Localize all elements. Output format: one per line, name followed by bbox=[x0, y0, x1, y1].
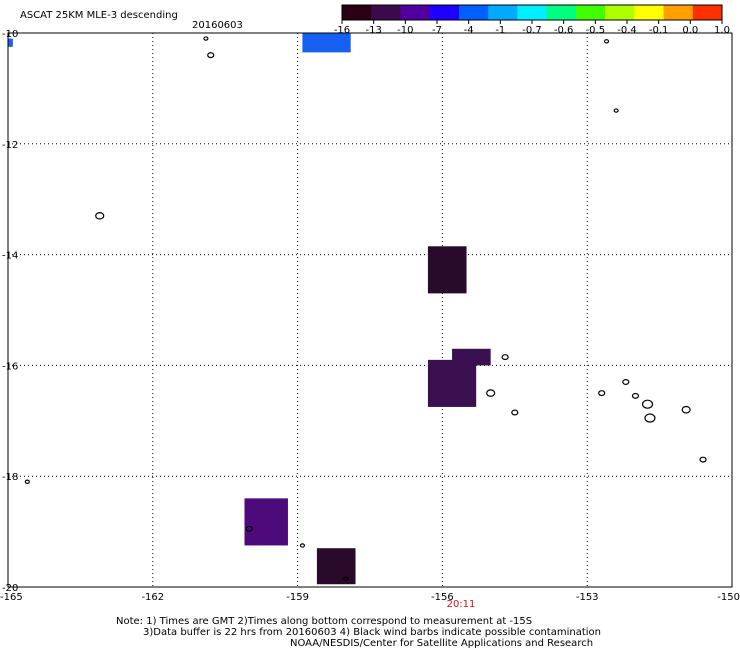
colorbar-tick-label: -0.1 bbox=[649, 25, 669, 36]
mle-cell bbox=[302, 33, 351, 53]
lon-tick-label: -162 bbox=[141, 592, 164, 603]
lat-tick-label: -18 bbox=[2, 472, 18, 483]
colorbar-segment bbox=[575, 5, 606, 20]
note-line-2: 3)Data buffer is 22 hrs from 20160603 4)… bbox=[143, 627, 601, 638]
island-outline bbox=[95, 212, 105, 220]
lon-tick-label: -159 bbox=[286, 592, 309, 603]
colorbar-tick-label: 0.0 bbox=[682, 25, 698, 36]
colorbar-tick-label: -13 bbox=[365, 25, 381, 36]
island-outline bbox=[631, 392, 640, 399]
colorbar-segment bbox=[634, 5, 665, 20]
mle-cell bbox=[427, 359, 477, 407]
colorbar-tick-label: -16 bbox=[334, 25, 350, 36]
mle-cell bbox=[427, 246, 467, 294]
island-outline bbox=[299, 543, 306, 548]
lat-tick-label: -20 bbox=[2, 583, 18, 594]
colorbar-segment bbox=[605, 5, 635, 20]
mle-cell bbox=[8, 38, 13, 47]
note-line-3: NOAA/NESDIS/Center for Satellite Applica… bbox=[290, 638, 594, 649]
island-outline bbox=[207, 52, 215, 59]
island-outline bbox=[245, 525, 253, 532]
colorbar-tick-label: -0.4 bbox=[617, 25, 637, 36]
map-frame bbox=[7, 32, 733, 588]
colorbar-tick-label: 1.0 bbox=[714, 25, 730, 36]
mle-cell bbox=[316, 548, 356, 585]
mle-cells bbox=[8, 33, 491, 585]
colorbar-segment bbox=[400, 5, 431, 20]
lat-tick-label: -10 bbox=[2, 29, 18, 40]
island-outline bbox=[598, 390, 606, 397]
colorbar-segment bbox=[692, 5, 723, 20]
lon-tick-label: -165 bbox=[0, 592, 23, 603]
colorbar-segment bbox=[663, 5, 694, 20]
island-outline bbox=[343, 576, 349, 581]
colorbar-segment bbox=[488, 5, 518, 20]
note-line-1: Note: 1) Times are GMT 2)Times along bot… bbox=[116, 616, 533, 627]
island-outline bbox=[603, 39, 610, 44]
island-outline bbox=[644, 413, 656, 423]
lat-tick-label: -12 bbox=[2, 140, 18, 151]
colorbar-tick-label: -0.5 bbox=[586, 25, 606, 36]
lon-tick-label: -156 bbox=[431, 592, 454, 603]
lat-tick-label: -14 bbox=[2, 251, 18, 262]
colorbar-segment bbox=[517, 5, 548, 20]
lon-tick-label: -153 bbox=[576, 592, 599, 603]
colorbar-segment bbox=[371, 5, 401, 20]
island-outline bbox=[486, 389, 496, 397]
colorbar-tick-label: -0.7 bbox=[522, 25, 542, 36]
title-label: ASCAT 25KM MLE-3 descending bbox=[20, 10, 178, 21]
colorbar-tick-label: -0.6 bbox=[554, 25, 574, 36]
lon-tick-label: -150 bbox=[717, 592, 740, 603]
colorbar-segment bbox=[458, 5, 489, 20]
colorbar-segment bbox=[342, 5, 372, 20]
map-grid bbox=[7, 32, 733, 588]
island-outline bbox=[681, 405, 691, 414]
island-outline bbox=[613, 108, 619, 113]
island-outlines bbox=[24, 36, 707, 581]
colorbar-tick-label: -10 bbox=[397, 25, 413, 36]
date-label: 20160603 bbox=[192, 20, 243, 31]
island-outline bbox=[24, 479, 30, 484]
time-label: 20:11 bbox=[447, 599, 476, 610]
colorbar: -16 -13 -10 -7 -4 -1 -0.7 -0.6 -0.5 -0.4 -0.1 0.0 1.… bbox=[334, 4, 730, 36]
colorbar-segment bbox=[546, 5, 577, 20]
island-outline bbox=[511, 409, 519, 416]
island-outline bbox=[203, 36, 209, 41]
colorbar-segment bbox=[429, 5, 460, 20]
colorbar-tick-label: -1 bbox=[495, 25, 505, 36]
island-outline bbox=[622, 379, 630, 386]
axis-labels: -10 -12 -14 -16 -18 -20-165 -162 -159 -156 -153 -1… bbox=[0, 29, 740, 603]
island-outline bbox=[699, 456, 707, 463]
island-outline bbox=[501, 354, 509, 361]
colorbar-tick-label: -4 bbox=[464, 25, 474, 36]
island-outline bbox=[641, 399, 654, 409]
lat-tick-label: -16 bbox=[2, 361, 18, 372]
colorbar-tick-label: -7 bbox=[432, 25, 442, 36]
mle-cell bbox=[244, 498, 288, 546]
